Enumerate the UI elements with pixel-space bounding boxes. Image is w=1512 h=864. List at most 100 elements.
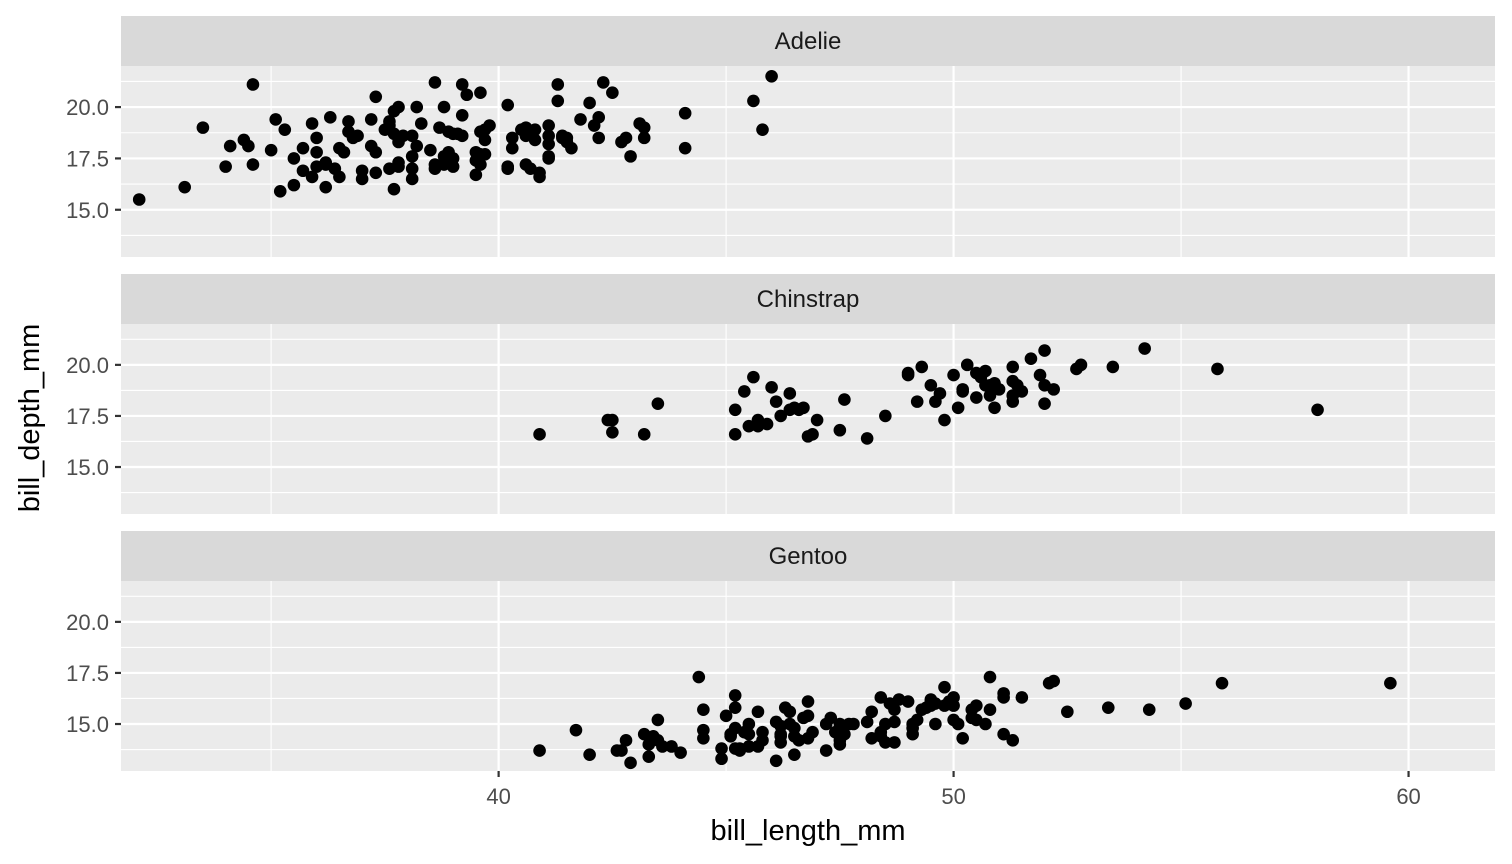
facet-panel-gentoo: Gentoo 15.0 17.5 20.0	[66, 531, 1495, 771]
data-point-adelie	[296, 141, 310, 155]
data-point-chinstrap	[637, 428, 651, 441]
data-point-adelie	[369, 166, 383, 180]
data-point-chinstrap	[774, 409, 788, 423]
data-point-gentoo	[865, 705, 878, 719]
data-point-gentoo	[756, 725, 769, 739]
data-point-adelie	[446, 152, 460, 165]
data-point-adelie	[437, 100, 451, 114]
data-point-chinstrap	[806, 428, 819, 441]
data-point-gentoo	[642, 750, 656, 763]
data-point-gentoo	[728, 701, 742, 714]
data-point-adelie	[410, 139, 424, 153]
data-point-chinstrap	[765, 381, 778, 394]
data-point-adelie	[542, 119, 555, 132]
data-point-adelie	[364, 113, 378, 126]
data-point-adelie	[596, 76, 610, 89]
data-point-chinstrap	[606, 413, 619, 427]
data-point-chinstrap	[951, 401, 965, 415]
data-point-gentoo	[888, 715, 901, 729]
data-point-gentoo	[1061, 705, 1074, 719]
data-point-chinstrap	[747, 370, 760, 384]
data-point-gentoo	[938, 680, 951, 694]
data-point-gentoo	[860, 715, 874, 729]
data-point-chinstrap	[879, 409, 892, 423]
data-point-gentoo	[979, 717, 992, 731]
data-point-adelie	[333, 170, 346, 184]
data-point-gentoo	[956, 732, 969, 745]
facet-strip-adelie	[121, 16, 1495, 66]
data-point-gentoo	[788, 721, 801, 735]
data-point-adelie	[387, 182, 401, 196]
data-point-gentoo	[847, 717, 860, 731]
data-point-adelie	[428, 76, 442, 89]
data-point-gentoo	[788, 748, 801, 761]
data-point-adelie	[460, 88, 474, 102]
data-point-adelie	[405, 129, 419, 143]
data-point-adelie	[565, 141, 578, 155]
data-point-gentoo	[1047, 674, 1060, 688]
y-tick-label: 15.0	[66, 198, 109, 223]
data-point-gentoo	[819, 744, 833, 757]
data-point-adelie	[606, 86, 619, 99]
data-point-adelie	[542, 129, 555, 143]
data-point-gentoo	[624, 756, 637, 770]
y-axis-title: bill_depth_mm	[14, 324, 46, 513]
facet-strip-chinstrap	[121, 274, 1495, 324]
data-point-chinstrap	[533, 428, 546, 441]
data-point-adelie	[310, 145, 323, 159]
data-point-gentoo	[728, 689, 742, 702]
data-point-gentoo	[1215, 676, 1229, 690]
data-point-adelie	[305, 117, 319, 130]
data-point-adelie	[392, 100, 405, 114]
data-point-gentoo	[583, 748, 596, 761]
data-point-gentoo	[783, 705, 797, 719]
data-point-adelie	[533, 166, 546, 180]
data-point-chinstrap	[1038, 397, 1051, 410]
data-point-gentoo	[715, 752, 728, 766]
data-point-adelie	[478, 148, 492, 161]
data-point-gentoo	[947, 691, 960, 704]
data-point-adelie	[637, 131, 651, 145]
data-point-chinstrap	[1211, 362, 1224, 376]
facet-panel-chinstrap: Chinstrap 15.0 17.5 20.0	[66, 274, 1495, 514]
data-point-gentoo	[719, 709, 733, 723]
data-point-gentoo	[997, 687, 1010, 700]
data-point-adelie	[560, 131, 574, 145]
data-point-gentoo	[874, 691, 888, 704]
data-point-adelie	[351, 129, 364, 143]
data-point-chinstrap	[783, 387, 797, 400]
data-point-adelie	[474, 158, 487, 171]
data-point-chinstrap	[838, 393, 851, 406]
data-point-gentoo	[879, 736, 892, 749]
data-point-adelie	[551, 78, 565, 91]
data-point-gentoo	[888, 703, 901, 717]
data-point-chinstrap	[738, 385, 751, 398]
data-point-adelie	[474, 86, 487, 99]
data-point-chinstrap	[1006, 360, 1020, 374]
data-point-chinstrap	[860, 432, 874, 445]
data-point-gentoo	[1179, 697, 1192, 710]
data-point-gentoo	[838, 727, 851, 741]
data-point-chinstrap	[979, 364, 992, 378]
data-point-gentoo	[951, 717, 965, 731]
y-tick-label: 17.5	[66, 404, 109, 429]
data-point-adelie	[132, 193, 146, 206]
data-point-chinstrap	[651, 397, 665, 410]
data-point-gentoo	[697, 723, 710, 737]
data-point-adelie	[278, 123, 292, 136]
data-point-adelie	[455, 108, 469, 122]
data-point-chinstrap	[742, 419, 756, 433]
data-point-chinstrap	[728, 403, 742, 417]
data-point-chinstrap	[947, 368, 960, 382]
data-point-adelie	[455, 129, 469, 143]
data-point-adelie	[505, 141, 519, 155]
data-point-chinstrap	[956, 385, 969, 398]
data-point-gentoo	[1142, 703, 1156, 717]
data-point-gentoo	[751, 705, 765, 719]
data-point-chinstrap	[810, 413, 824, 427]
data-point-chinstrap	[1106, 360, 1120, 374]
data-point-gentoo	[983, 703, 997, 717]
data-point-chinstrap	[1047, 383, 1060, 396]
data-point-gentoo	[615, 744, 628, 757]
data-point-gentoo	[742, 727, 756, 741]
